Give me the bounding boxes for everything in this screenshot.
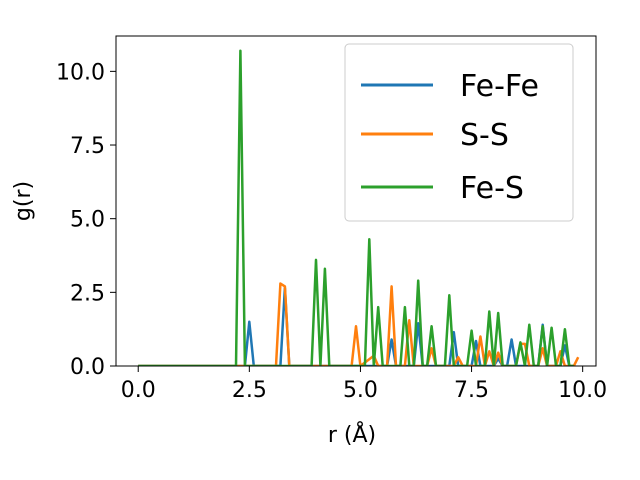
x-tick-label: 10.0: [558, 378, 607, 403]
plot-frame: [115, 35, 597, 367]
series-line-fe-s: [138, 49, 574, 366]
x-tick-label: 7.5: [454, 378, 489, 403]
x-tick-label: 0.0: [121, 378, 156, 403]
legend-label-s-s: S-S: [460, 118, 509, 153]
y-tick-label: 10.0: [56, 60, 105, 85]
x-axis-title: r (Å): [328, 421, 376, 448]
series-line-s-s: [138, 282, 580, 366]
legend: Fe-Fe S-S Fe-S: [344, 43, 574, 222]
legend-label-fe-fe: Fe-Fe: [460, 69, 539, 104]
y-tick-label: 0.0: [70, 355, 105, 380]
legend-box: [344, 43, 574, 222]
x-tick-label: 5.0: [343, 378, 378, 403]
x-tick-label: 2.5: [232, 378, 267, 403]
y-axis-title: g(r): [11, 181, 36, 221]
y-tick-label: 5.0: [70, 208, 105, 233]
y-tick-label: 2.5: [70, 281, 105, 306]
legend-label-fe-s: Fe-S: [460, 171, 524, 206]
y-tick-label: 7.5: [70, 134, 105, 159]
